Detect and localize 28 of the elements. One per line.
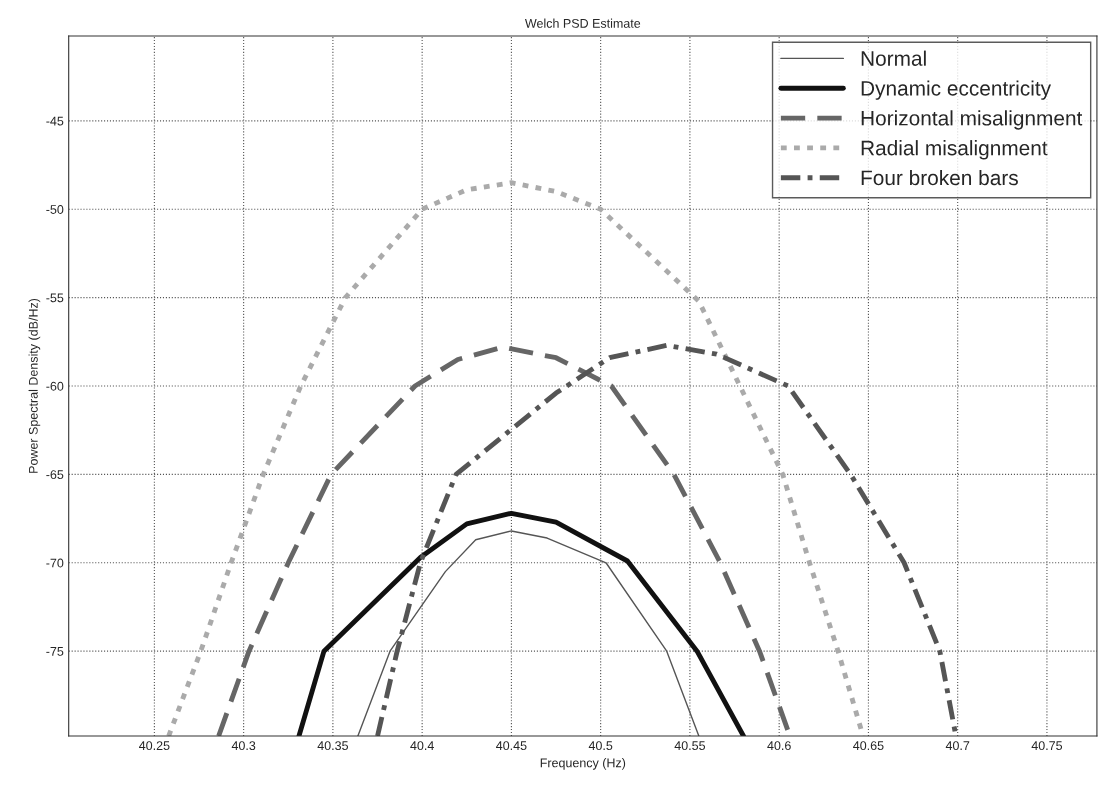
- legend-label: Radial misalignment: [861, 140, 1048, 160]
- chart-title: Welch PSD Estimate: [524, 18, 641, 28]
- legend-label: Four broken bars: [861, 169, 1018, 186]
- y-tick-label: -65: [46, 470, 64, 480]
- x-tick-label: 40.25: [139, 741, 170, 751]
- x-tick-label: 40.7: [945, 741, 970, 751]
- x-tick-label: 40.55: [674, 741, 706, 751]
- y-tick-label: -70: [46, 558, 64, 568]
- line-series: [296, 510, 746, 736]
- legend-label: Normal: [861, 50, 926, 66]
- x-tick-label: 40.35: [317, 741, 349, 751]
- x-tick-label: 40.65: [853, 741, 884, 751]
- x-axis-title: Frequency (Hz): [540, 758, 626, 770]
- y-axis-title: Power Spectral Density (dB/Hz): [28, 298, 41, 473]
- y-tick-label: -75: [46, 647, 64, 656]
- y-tick-label: -50: [46, 205, 64, 214]
- x-tick-label: 40.5: [588, 741, 613, 751]
- x-tick-label: 40.75: [1031, 741, 1063, 751]
- y-tick-label: -55: [46, 293, 64, 303]
- y-tick-label: -45: [46, 116, 64, 126]
- line-series: [216, 344, 793, 736]
- legend-label: Dynamic eccentricity: [861, 80, 1052, 100]
- legend-label: Horizontal misalignment: [861, 110, 1083, 130]
- x-tick-label: 40.6: [767, 741, 791, 751]
- x-tick-label: 40.45: [496, 741, 527, 751]
- x-tick-label: 40.4: [410, 741, 434, 751]
- y-tick-label: -60: [46, 381, 64, 391]
- x-tick-label: 40.3: [231, 741, 256, 751]
